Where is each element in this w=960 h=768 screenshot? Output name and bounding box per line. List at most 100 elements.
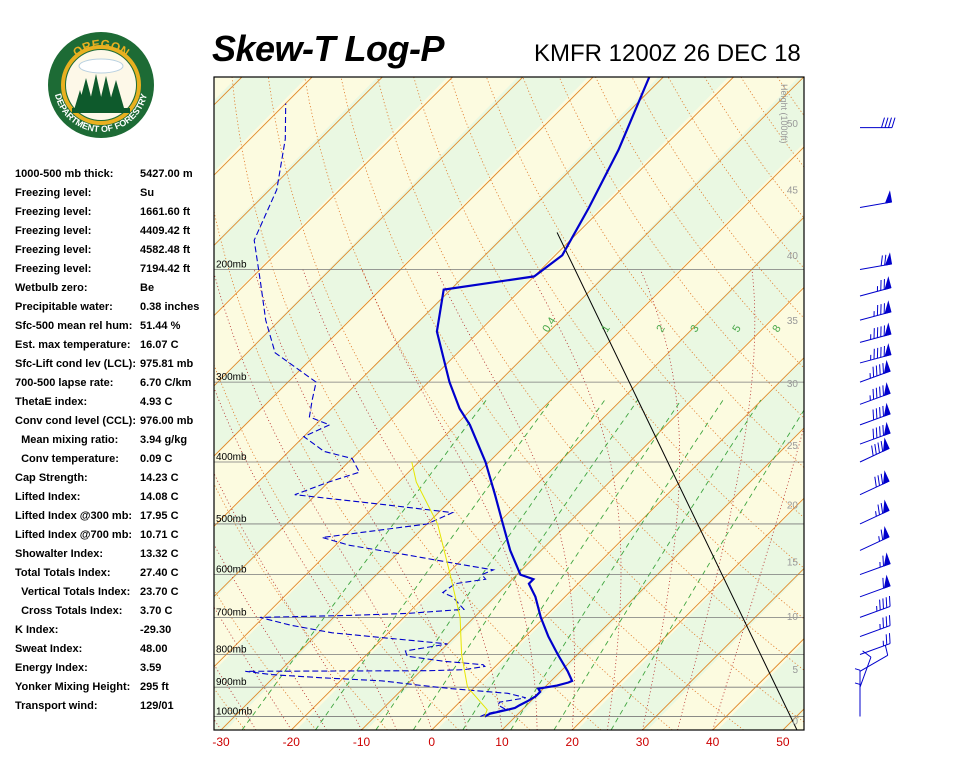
saturated-adiabat [214,386,397,730]
height-tick-label: 35 [787,316,799,327]
height-tick-label: 5 [792,665,798,676]
height-tick-label: 45 [787,186,799,197]
isotherm-line [214,77,383,246]
wind-barb-full [882,555,884,567]
dry-adiabat [267,77,673,730]
wind-barb [859,650,872,688]
wind-barb-staff [859,654,888,672]
wind-barb-full [871,445,874,456]
pressure-label: 800mb [216,644,247,655]
wind-barb-full [891,117,896,128]
wind-barb-full [882,363,884,374]
wind-barb-full [888,633,891,644]
wind-barb-flag [884,252,893,266]
stat-label: Precipitable water: [15,301,113,313]
isotherm-line [431,357,804,730]
wind-barb-full [879,407,881,418]
dry-adiabat [776,77,804,117]
wind-barb [859,552,891,576]
height-tick-label: 15 [787,557,799,568]
wind-barb [859,470,890,496]
stat-label: Freezing level: [15,244,92,256]
wind-barb-full [881,117,885,128]
stat-value: 3.59 [140,662,162,674]
stat-label: 1000-500 mb thick: [15,168,114,180]
height-tick-label: 40 [787,251,799,262]
wind-barb [859,300,892,321]
wind-barb-flag [882,499,890,514]
dry-adiabat [5,77,174,730]
saturated-adiabat [712,425,804,730]
wind-barb-flag [882,470,890,485]
wind-barb-full [877,442,880,453]
stat-label: Showalter Index: [15,548,104,560]
wind-barb-full [875,387,878,399]
wind-barb-full [884,645,889,656]
isotherm-line [214,77,594,457]
wind-barb-full [872,409,875,420]
stat-value: 3.94 g/kg [140,434,188,446]
wind-barb-full [879,386,881,397]
saturated-adiabat [214,472,362,730]
logo-top-text: OREGON [70,37,132,60]
wind-barb-full [882,425,884,436]
stat-value: 295 ft [140,681,169,693]
wind-barb-full [880,529,884,540]
chart-grid [0,77,804,730]
stat-label: 700-500 lapse rate: [15,377,114,389]
mixing-ratio-label: 5 [730,323,743,335]
isotherm-line [0,77,172,730]
mixing-ratio-line [315,399,552,730]
wind-barb-full [875,408,878,419]
stat-value: 0.09 C [140,453,173,465]
wind-barb-flag [883,421,891,436]
isotherm-line [501,427,804,730]
wind-barb-full [880,255,883,266]
wind-barb-full [882,405,884,417]
mixing-ratio-line [553,399,762,730]
mixing-ratio-line [412,399,639,730]
wind-barb-flag [883,574,891,589]
wind-barb [854,668,861,703]
wind-barb [859,633,891,655]
dewpoint-trace [245,103,526,718]
stat-value: 1661.60 ft [140,206,191,218]
wind-barb-full [882,617,884,629]
mixing-ratio-line [610,409,804,730]
saturated-adiabat [435,269,575,730]
wind-barb-flag [884,322,892,337]
plot-border [213,76,805,731]
isotherm-line [220,146,804,730]
stat-value: -29.30 [140,624,172,636]
stat-label: Lifted Index @700 mb: [15,529,133,541]
pressure-label: 400mb [216,452,247,463]
wind-barb-flag [884,343,892,357]
dry-adiabat [377,77,804,671]
stat-label: Sfc-Lift cond lev (LCL): [15,358,136,370]
wind-barb-full [875,427,878,438]
wind-barb-staff [859,643,891,655]
pressure-label: 500mb [216,514,247,525]
wind-barb-full [884,254,887,266]
isotherm-band [787,713,804,730]
x-tick-label: 20 [566,735,580,749]
logo-cloud [78,58,124,74]
wind-barb-staff [859,625,891,638]
isotherm-line [0,77,101,730]
stat-label: Sfc-500 mean rel hum: [15,320,133,332]
stat-value: 17.95 C [140,510,179,522]
wind-barb [859,359,891,383]
wind-barb [859,645,889,672]
x-tick-label: 50 [776,735,790,749]
x-tick-label: 0 [428,735,435,749]
saturated-adiabat [214,718,222,730]
stat-label: Freezing level: [15,263,92,275]
stat-value: 51.44 % [140,320,181,332]
isotherm-line [571,497,804,730]
reference-line [556,232,798,730]
stat-label: Transport wind: [15,700,98,712]
wind-barb-half [854,682,861,685]
wind-barb-flag [883,359,891,374]
height-tick-label: 10 [787,612,799,623]
isotherm-band [214,77,308,172]
